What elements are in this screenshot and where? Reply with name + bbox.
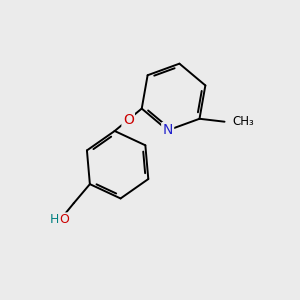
Text: H: H <box>50 213 59 226</box>
Text: N: N <box>163 123 173 137</box>
Text: CH₃: CH₃ <box>232 115 254 128</box>
Text: O: O <box>59 213 69 226</box>
Text: O: O <box>123 113 134 127</box>
